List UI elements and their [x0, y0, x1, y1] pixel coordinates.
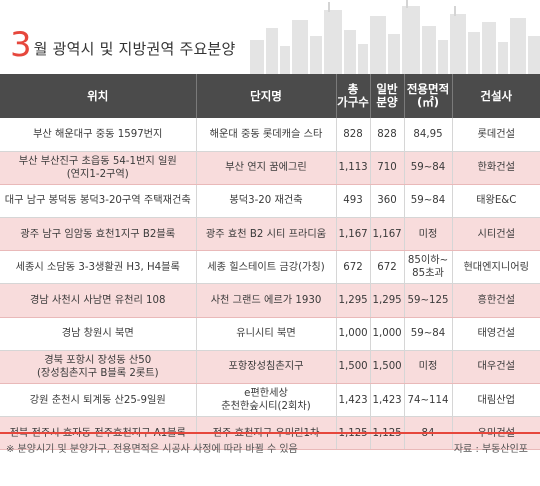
cell-builder: 흥한건설	[451, 283, 540, 318]
cell-total: 1,000	[335, 317, 370, 351]
cell-total: 493	[335, 184, 370, 219]
cell-complex: 해운대 중동 롯데캐슬 스타	[195, 118, 336, 152]
cell-area: 84,95	[403, 118, 452, 152]
cell-area: 59~84	[403, 151, 452, 185]
table-header-row: 위치 단지명 총 가구수 일반 분양 전용면적 (㎡) 건설사	[0, 74, 540, 118]
cell-builder: 태영건설	[451, 317, 540, 351]
cell-general: 828	[369, 118, 404, 152]
cell-location: 경북 포항시 장성동 산50 (장성침촌지구 B블록 2롯트)	[0, 350, 196, 385]
cell-location: 부산 부산진구 초읍동 54-1번지 일원 (연지1-2구역)	[0, 151, 196, 185]
sales-table: 위치 단지명 총 가구수 일반 분양 전용면적 (㎡) 건설사 부산 해운대구 중동 …	[0, 74, 540, 451]
page-title: 3 월 광역시 및 지방권역 주요분양	[10, 25, 236, 65]
cell-general: 1,167	[369, 217, 404, 252]
cell-location: 광주 남구 임암동 효천1지구 B2블록	[0, 217, 196, 252]
cell-area: 59~84	[403, 317, 452, 351]
cell-general: 672	[369, 250, 404, 285]
header: 3 월 광역시 및 지방권역 주요분양	[0, 0, 540, 78]
cell-builder: 현대엔지니어링	[451, 250, 540, 285]
cell-area: 미정	[403, 350, 452, 385]
cell-complex: 광주 효천 B2 시티 프라디움	[195, 217, 336, 252]
table-body: 부산 해운대구 중동 1597번지 해운대 중동 롯데캐슬 스타 828 828 84,…	[0, 118, 540, 451]
title-text: 월 광역시 및 지방권역 주요분양	[33, 40, 236, 58]
footer: ※ 분양시기 및 분양가구, 전용면적은 시공사 사정에 따라 바뀔 수 있음 …	[0, 432, 540, 486]
cell-location: 경남 사천시 사남면 유천리 108	[0, 283, 196, 318]
cell-area: 미정	[403, 217, 452, 252]
cell-complex: 부산 연지 꿈에그린	[195, 151, 336, 185]
cell-builder: 한화건설	[451, 151, 540, 185]
cell-total: 672	[335, 250, 370, 285]
table-row: 강원 춘천시 퇴계동 산25-9일원 e편한세상 춘천한숲시티(2회차) 1,423 1…	[0, 383, 540, 418]
cell-builder: 롯데건설	[451, 118, 540, 152]
cell-area: 85이하~ 85초과	[403, 250, 452, 285]
cell-total: 1,423	[335, 383, 370, 418]
title-number: 3	[10, 25, 32, 65]
cell-builder: 태왕E&C	[451, 184, 540, 219]
header-builder: 건설사	[451, 74, 540, 118]
table-row: 경북 포항시 장성동 산50 (장성침촌지구 B블록 2롯트) 포항장성침촌지구 1,…	[0, 350, 540, 385]
city-skyline-illustration	[250, 0, 540, 78]
cell-general: 1,000	[369, 317, 404, 351]
header-general: 일반 분양	[369, 74, 404, 118]
cell-total: 1,167	[335, 217, 370, 252]
cell-general: 1,500	[369, 350, 404, 385]
cell-total: 828	[335, 118, 370, 152]
cell-builder: 대우건설	[451, 350, 540, 385]
cell-location: 강원 춘천시 퇴계동 산25-9일원	[0, 383, 196, 418]
cell-general: 360	[369, 184, 404, 219]
table-row: 경남 창원시 북면 유니시티 북면 1,000 1,000 59~84 태영건설	[0, 317, 540, 351]
cell-total: 1,500	[335, 350, 370, 385]
cell-location: 대구 남구 봉덕동 봉덕3-20구역 주택재건축	[0, 184, 196, 219]
cell-builder: 대림산업	[451, 383, 540, 418]
cell-complex: e편한세상 춘천한숲시티(2회차)	[195, 383, 336, 418]
source-credit: 자료 : 부동산인포	[453, 444, 528, 455]
table-row: 광주 남구 임암동 효천1지구 B2블록 광주 효천 B2 시티 프라디움 1,16…	[0, 217, 540, 252]
header-total: 총 가구수	[335, 74, 370, 118]
header-complex: 단지명	[195, 74, 336, 118]
cell-area: 74~114	[403, 383, 452, 418]
table-row: 부산 부산진구 초읍동 54-1번지 일원 (연지1-2구역) 부산 연지 꿈에그린…	[0, 151, 540, 185]
cell-general: 710	[369, 151, 404, 185]
footnote: ※ 분양시기 및 분양가구, 전용면적은 시공사 사정에 따라 바뀔 수 있음	[6, 444, 298, 455]
cell-location: 경남 창원시 북면	[0, 317, 196, 351]
cell-total: 1,113	[335, 151, 370, 185]
cell-complex: 세종 힐스테이트 금강(가칭)	[195, 250, 336, 285]
table-row: 대구 남구 봉덕동 봉덕3-20구역 주택재건축 봉덕3-20 재건축 493 360…	[0, 184, 540, 219]
cell-complex: 포항장성침촌지구	[195, 350, 336, 385]
cell-complex: 사천 그랜드 에르가 1930	[195, 283, 336, 318]
cell-builder: 시티건설	[451, 217, 540, 252]
table-row: 세종시 소담동 3-3생활권 H3, H4블록 세종 힐스테이트 금강(가칭) 67…	[0, 250, 540, 285]
header-area: 전용면적 (㎡)	[403, 74, 452, 118]
cell-area: 59~84	[403, 184, 452, 219]
cell-total: 1,295	[335, 283, 370, 318]
cell-general: 1,423	[369, 383, 404, 418]
header-location: 위치	[0, 74, 196, 118]
cell-general: 1,295	[369, 283, 404, 318]
cell-complex: 유니시티 북면	[195, 317, 336, 351]
cell-complex: 봉덕3-20 재건축	[195, 184, 336, 219]
table-row: 경남 사천시 사남면 유천리 108 사천 그랜드 에르가 1930 1,295 1,…	[0, 283, 540, 318]
table-row: 부산 해운대구 중동 1597번지 해운대 중동 롯데캐슬 스타 828 828 84,…	[0, 118, 540, 152]
cell-area: 59~125	[403, 283, 452, 318]
cell-location: 부산 해운대구 중동 1597번지	[0, 118, 196, 152]
cell-location: 세종시 소담동 3-3생활권 H3, H4블록	[0, 250, 196, 285]
